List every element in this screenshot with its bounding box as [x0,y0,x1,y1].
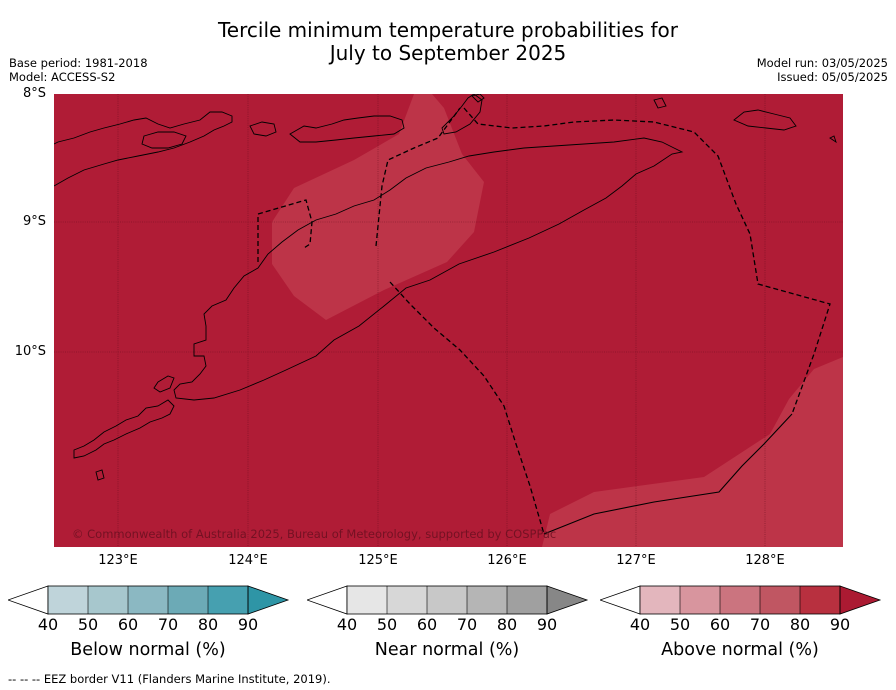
eez-border-oecusse-west [257,199,313,262]
lat-label-10s: 10°S [14,344,46,359]
eez-border-south [389,281,545,535]
tick-70: 70 [157,615,179,634]
tick-70: 70 [456,615,478,634]
model-info: Base period: 1981-2018 Model: ACCESS-S2 [9,56,148,84]
above-normal-80-zone-southeast [542,357,843,547]
tick-60: 60 [416,615,438,634]
near-normal-label: Near normal (%) [374,640,520,660]
lon-label-125e: 125°E [358,553,398,568]
tick-70: 70 [749,615,771,634]
tick-40: 40 [336,615,358,634]
tick-50: 50 [77,615,99,634]
tick-80: 80 [789,615,811,634]
lat-label-8s: 8°S [22,86,46,101]
lon-label-123e: 123°E [98,553,138,568]
ndao-island-coast [95,469,105,481]
model-run-date: Model run: 03/05/2025 [756,56,888,70]
semau-island-coast [153,375,175,393]
probability-map [54,94,843,547]
below-normal-colorbar [8,584,290,616]
leti-moa-islands-coast [733,109,797,131]
tick-80: 80 [496,615,518,634]
kisar-island-coast [653,97,667,109]
alor-island-coast [289,115,405,143]
base-period: Base period: 1981-2018 [9,56,148,70]
tick-90: 90 [237,615,259,634]
lakor-island-coast [829,135,837,144]
eez-maritime-boundary-solid [543,413,793,535]
issued-date: Issued: 05/05/2025 [777,70,888,84]
model-name: Model: ACCESS-S2 [9,70,116,84]
near-normal-colorbar [307,584,589,616]
tick-80: 80 [197,615,219,634]
atauro-island-coast [471,94,485,103]
flores-solor-coast [54,111,233,187]
tick-60: 60 [117,615,139,634]
grid-lines [54,94,843,547]
eez-border [257,107,831,535]
lomblen-island-coast [141,131,187,149]
eez-footnote: -- -- -- EEZ border V11 (Flanders Marine… [8,672,331,686]
tick-50: 50 [376,615,398,634]
title-line-2: July to September 2025 [329,41,567,65]
timor-island-coast [173,137,684,401]
lat-label-9s: 9°S [22,214,46,229]
tick-40: 40 [37,615,59,634]
eez-border-main [463,107,831,415]
tick-50: 50 [669,615,691,634]
eez-border-central-north [375,107,461,247]
title-line-1: Tercile minimum temperature probabilitie… [217,18,679,42]
lon-label-128e: 128°E [745,553,785,568]
below-normal-label: Below normal (%) [70,640,226,660]
rote-island-coast [73,399,175,459]
lon-label-126e: 126°E [487,553,527,568]
above-normal-colorbar [600,584,882,616]
pantar-island-coast [249,121,277,137]
run-info: Model run: 03/05/2025 Issued: 05/05/2025 [757,56,888,84]
tick-90: 90 [829,615,851,634]
copyright-credit: © Commonwealth of Australia 2025, Bureau… [72,527,557,541]
coastlines [54,94,837,481]
tick-40: 40 [629,615,651,634]
map-title: Tercile minimum temperature probabilitie… [0,19,896,65]
tick-60: 60 [709,615,731,634]
lon-label-124e: 124°E [228,553,268,568]
lon-label-127e: 127°E [616,553,656,568]
above-normal-label: Above normal (%) [661,640,819,660]
tick-90: 90 [536,615,558,634]
